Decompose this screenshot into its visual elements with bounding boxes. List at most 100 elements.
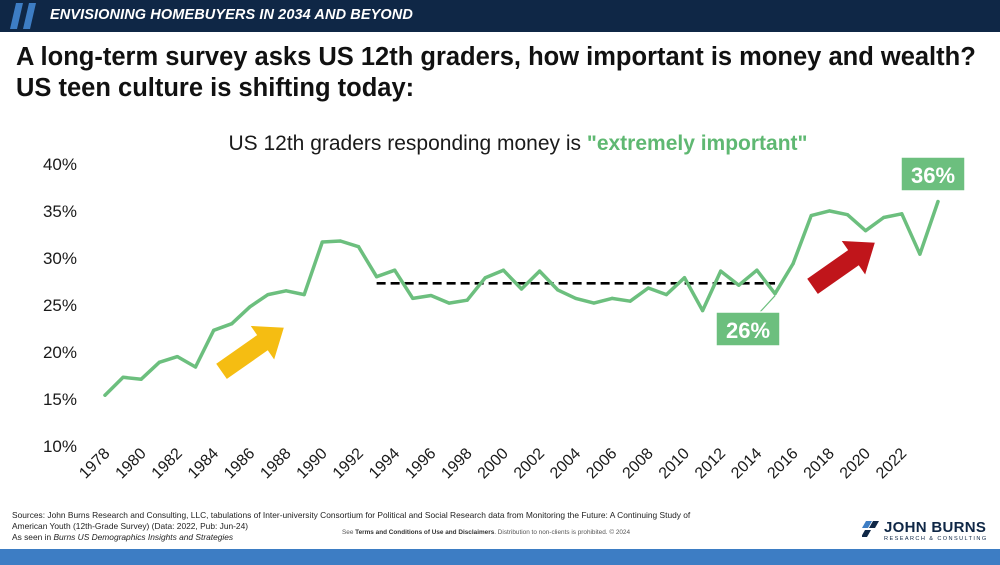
- chart-title: US 12th graders responding money is "ext…: [228, 132, 807, 155]
- callout-36-label: 36%: [911, 163, 955, 188]
- data-point: [356, 245, 361, 249]
- data-point: [845, 213, 850, 217]
- data-point: [809, 214, 813, 218]
- seen-in-line: As seen in Burns US Demographics Insight…: [12, 532, 772, 543]
- data-point: [465, 298, 469, 302]
- x-tick-label: 2020: [837, 445, 874, 482]
- y-tick-label: 20%: [43, 343, 77, 362]
- x-tick-label: 2018: [801, 445, 838, 482]
- chart-title-prefix: US 12th graders responding money is: [228, 132, 586, 155]
- data-point: [882, 215, 886, 220]
- y-tick-label: 40%: [43, 155, 77, 174]
- data-point: [574, 296, 578, 300]
- data-point: [737, 283, 741, 287]
- data-point: [610, 296, 614, 300]
- data-point: [755, 268, 759, 272]
- sources-note: Sources: John Burns Research and Consult…: [12, 510, 772, 543]
- data-point: [411, 296, 415, 300]
- x-tick-label: 1994: [366, 445, 403, 482]
- y-tick-label: 15%: [43, 390, 77, 409]
- data-point: [700, 308, 705, 313]
- banner-title: ENVISIONING HOMEBUYERS IN 2034 AND BEYON…: [50, 7, 413, 23]
- data-point: [483, 276, 487, 280]
- y-tick-label: 30%: [43, 249, 77, 268]
- data-point: [175, 355, 180, 359]
- x-tick-label: 2016: [764, 445, 801, 482]
- x-tick-label: 1982: [149, 445, 186, 482]
- data-point: [284, 289, 288, 293]
- sources-line-1: Sources: John Burns Research and Consult…: [12, 510, 691, 520]
- x-tick-label: 1978: [76, 445, 113, 482]
- disclaimer-note: See Terms and Conditions of Use and Disc…: [342, 529, 630, 536]
- sources-line-2: American Youth (12th-Grade Survey) (Data…: [12, 521, 249, 531]
- terms-link[interactable]: Terms and Conditions of Use and Disclaim…: [355, 529, 495, 536]
- data-point: [773, 292, 777, 296]
- data-point: [157, 360, 161, 364]
- disclaimer-suffix: . Distribution to non-clients is prohibi…: [494, 529, 631, 536]
- data-point: [936, 199, 940, 204]
- data-point: [519, 287, 524, 291]
- data-point: [375, 275, 379, 279]
- page-headline: A long-term survey asks US 12th graders,…: [16, 43, 976, 102]
- y-tick-label: 35%: [43, 202, 77, 221]
- logo-name: JOHN BURNS: [884, 519, 987, 536]
- data-point: [682, 276, 687, 280]
- y-tick-label: 10%: [43, 437, 77, 456]
- x-tick-label: 2012: [692, 445, 729, 482]
- data-point: [447, 301, 451, 305]
- series-points: [103, 199, 940, 397]
- bottom-accent-bar: [0, 549, 1000, 565]
- data-point: [103, 393, 107, 397]
- data-point: [121, 375, 125, 379]
- data-point: [628, 299, 632, 303]
- data-point: [719, 269, 723, 273]
- seen-in-publication: Burns US Demographics Insights and Strat…: [53, 532, 234, 542]
- x-tick-label: 1988: [257, 445, 294, 482]
- data-point: [193, 365, 198, 369]
- footer: Sources: John Burns Research and Consult…: [0, 505, 1000, 565]
- data-point: [918, 252, 922, 256]
- data-point: [501, 268, 505, 272]
- x-tick-label: 1990: [294, 445, 331, 482]
- x-tick-label: 1998: [438, 445, 475, 482]
- x-tick-label: 2002: [511, 445, 548, 482]
- x-tick-label: 2008: [620, 445, 657, 482]
- data-point: [664, 293, 668, 297]
- seen-in-prefix: As seen in: [12, 532, 54, 542]
- data-point: [538, 269, 542, 273]
- callout-26-label: 26%: [726, 318, 770, 343]
- line-chart: US 12th graders responding money is "ext…: [43, 132, 966, 482]
- rising-trend-arrow-1980s: [214, 324, 286, 382]
- data-point: [827, 209, 831, 213]
- data-point: [230, 322, 234, 326]
- data-point: [900, 212, 904, 216]
- disclaimer-prefix: See: [342, 529, 356, 536]
- rising-trend-arrow-2010s: [805, 239, 877, 297]
- y-tick-label: 25%: [43, 296, 77, 315]
- x-tick-label: 2014: [728, 445, 765, 482]
- data-point: [320, 240, 324, 244]
- data-point: [592, 301, 596, 305]
- data-point: [248, 305, 252, 309]
- data-point: [139, 377, 143, 381]
- chart-title-highlight: "extremely important": [587, 132, 808, 155]
- logo-subtitle: RESEARCH & CONSULTING: [884, 536, 988, 542]
- data-point: [556, 288, 560, 292]
- data-point: [212, 328, 216, 332]
- callout-26-leader-line: [759, 295, 776, 313]
- data-point: [302, 293, 306, 297]
- callout-26-percent: 26%: [715, 311, 781, 347]
- x-tick-label: 1986: [221, 445, 258, 482]
- y-axis: 10% 15% 20% 25% 30% 35% 40%: [43, 155, 77, 456]
- top-banner: ENVISIONING HOMEBUYERS IN 2034 AND BEYON…: [0, 0, 1000, 32]
- x-tick-label: 2022: [873, 445, 910, 482]
- data-point: [646, 286, 650, 290]
- logo-mark-icon: [862, 521, 879, 537]
- banner-stripes-icon: [10, 3, 36, 29]
- data-point: [791, 261, 795, 266]
- x-axis: 1978 1980 1982 1984 1986 1988 1990 1992 1994 1996…: [76, 445, 910, 482]
- data-point: [266, 293, 270, 297]
- x-tick-label: 2004: [547, 445, 584, 482]
- x-tick-label: 1980: [113, 445, 150, 482]
- x-tick-label: 2000: [475, 445, 512, 482]
